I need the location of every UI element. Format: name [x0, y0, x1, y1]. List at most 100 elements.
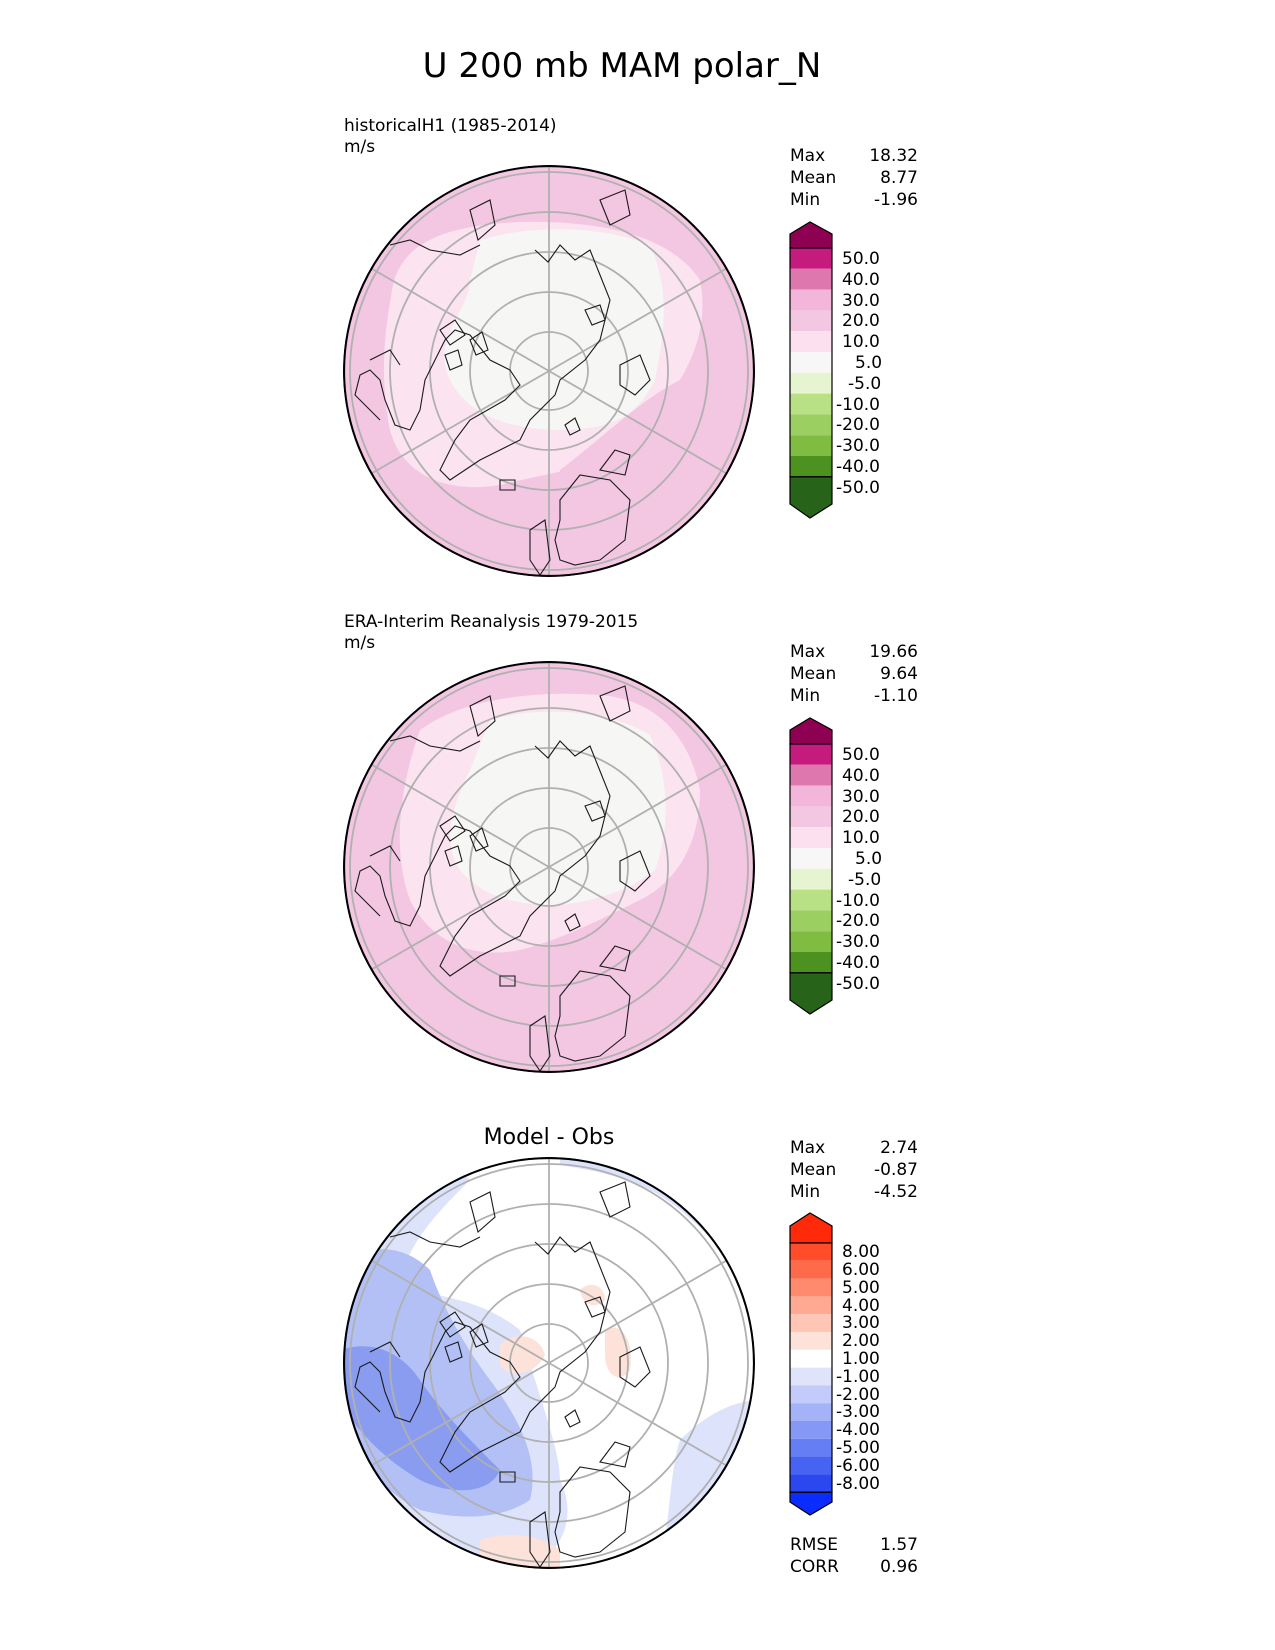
colorbar-tick-label: 50.0: [842, 249, 880, 269]
colorbar-tick-label: 2.00: [842, 1331, 880, 1351]
colorbar-bin: [790, 889, 832, 911]
colorbar-extend-top: [789, 1212, 833, 1244]
colorbar-bin: [790, 1474, 832, 1493]
polar-map: [343, 661, 755, 1073]
map-border: [343, 1157, 755, 1569]
colorbar-extend-bottom: [789, 476, 833, 519]
colorbar-tick-label: 40.0: [842, 270, 880, 290]
panel-historical: historicalH1 (1985-2014) m/s: [343, 116, 918, 577]
metric-value: 0.96: [880, 1557, 918, 1577]
stat-label: Mean: [790, 168, 836, 188]
colorbar-tick-label: 10.0: [842, 332, 880, 352]
colorbar-bin: [790, 289, 832, 311]
colorbar-bin: [790, 268, 832, 290]
colorbar-bin: [790, 1367, 832, 1386]
colorbar-tick-label: -50.0: [836, 478, 880, 498]
stat-label: Max: [790, 1138, 825, 1158]
metrics-block: RMSE 1.57 CORR 0.96: [790, 1535, 918, 1577]
colorbar-bin: [790, 1243, 832, 1261]
colorbar-bin: [790, 248, 832, 269]
coastlines: [354, 1181, 651, 1568]
colorbar-frame: [789, 247, 833, 478]
stat-label: Min: [790, 190, 820, 210]
colorbar: 50.0 40.0 30.0 20.0 10.0 5.0 -5.0 -10.0 …: [789, 221, 882, 519]
field-strong-patch: [560, 380, 714, 555]
colorbar-bin: [790, 931, 832, 952]
colorbar-frame: [789, 743, 833, 974]
stat-value: 18.32: [869, 146, 918, 166]
panel-title: historicalH1 (1985-2014): [344, 116, 557, 136]
map-border: [343, 661, 755, 1073]
colorbar-bin: [790, 952, 832, 973]
colorbar-tick-label: 20.0: [842, 311, 880, 331]
stat-label: Max: [790, 146, 825, 166]
colorbar-bin: [790, 1421, 832, 1439]
colorbar-tick-label: 20.0: [842, 807, 880, 827]
colorbar-tick-label: -20.0: [836, 415, 880, 435]
colorbar-tick-label: -5.00: [836, 1438, 880, 1458]
colorbar-bin: [790, 785, 832, 807]
colorbar-tick-label: -30.0: [836, 436, 880, 456]
colorbar-bin: [790, 1349, 832, 1368]
panel-reanalysis: ERA-Interim Reanalysis 1979-2015 m/s: [343, 612, 918, 1073]
colorbar-tick-label: 5.0: [855, 353, 882, 373]
colorbar-extend-top: [789, 221, 833, 249]
colorbar-tick-label: -8.00: [836, 1474, 880, 1494]
colorbar-tick-label: -10.0: [836, 891, 880, 911]
colorbar-bin: [790, 1403, 832, 1421]
colorbar-bin: [790, 435, 832, 456]
colorbar-bin: [790, 764, 832, 786]
colorbar-tick-label: 10.0: [842, 828, 880, 848]
stat-label: Max: [790, 642, 825, 662]
stat-value: 8.77: [880, 168, 918, 188]
colorbar-bin: [790, 1456, 832, 1475]
colorbar-bin: [790, 1332, 832, 1350]
colorbar: 8.00 6.00 5.00 4.00 3.00 2.00 1.00 -1.00…: [789, 1212, 880, 1516]
graticule: [349, 1157, 749, 1569]
colorbar-tick-label: -5.0: [848, 870, 881, 890]
stats-block: Max 18.32 Mean 8.77 Min -1.96: [790, 146, 918, 210]
colorbar-tick-label: 5.0: [855, 849, 882, 869]
colorbar-tick-label: -5.0: [848, 374, 881, 394]
colorbar-tick-label: -40.0: [836, 953, 880, 973]
colorbar-tick-label: 4.00: [842, 1296, 880, 1316]
panel-title: ERA-Interim Reanalysis 1979-2015: [344, 612, 638, 632]
colorbar-tick-label: -40.0: [836, 457, 880, 477]
field-strong-neg: [343, 1346, 500, 1491]
graticule: [349, 165, 749, 577]
colorbar: 50.0 40.0 30.0 20.0 10.0 5.0 -5.0 -10.0 …: [789, 717, 882, 1015]
stats-block: Max 2.74 Mean -0.87 Min -4.52: [790, 1138, 918, 1202]
colorbar-bin: [790, 352, 832, 373]
colorbar-tick-label: -6.00: [836, 1456, 880, 1476]
colorbar-tick-label: -4.00: [836, 1420, 880, 1440]
panel-difference: Model - Obs: [343, 1125, 918, 1577]
map-border: [343, 165, 755, 577]
metric-label: RMSE: [790, 1535, 838, 1555]
colorbar-bin: [790, 456, 832, 477]
colorbar-bin: [790, 331, 832, 352]
colorbar-tick-label: -3.00: [836, 1402, 880, 1422]
colorbar-extend-bottom: [789, 1491, 833, 1516]
colorbar-tick-label: -20.0: [836, 911, 880, 931]
stat-label: Min: [790, 686, 820, 706]
colorbar-bin: [790, 910, 832, 932]
polar-map: [343, 1157, 755, 1569]
colorbar-tick-label: -2.00: [836, 1385, 880, 1405]
colorbar-bin: [790, 372, 832, 394]
colorbar-bin: [790, 414, 832, 436]
colorbar-bin: [790, 1260, 832, 1279]
colorbar-tick-label: 6.00: [842, 1260, 880, 1280]
colorbar-tick-label: -1.00: [836, 1367, 880, 1387]
colorbar-tick-label: 50.0: [842, 745, 880, 765]
colorbar-bin: [790, 1278, 832, 1297]
colorbar-bin: [790, 1438, 832, 1457]
stat-value: -0.87: [874, 1160, 918, 1180]
coastlines: [354, 685, 651, 1072]
colorbar-bin: [790, 868, 832, 890]
colorbar-tick-label: -30.0: [836, 932, 880, 952]
colorbar-extend-bottom: [789, 972, 833, 1015]
colorbar-tick-label: 30.0: [842, 787, 880, 807]
colorbar-tick-label: 1.00: [842, 1349, 880, 1369]
panel-units: m/s: [344, 633, 375, 653]
colorbar-bin: [790, 827, 832, 848]
